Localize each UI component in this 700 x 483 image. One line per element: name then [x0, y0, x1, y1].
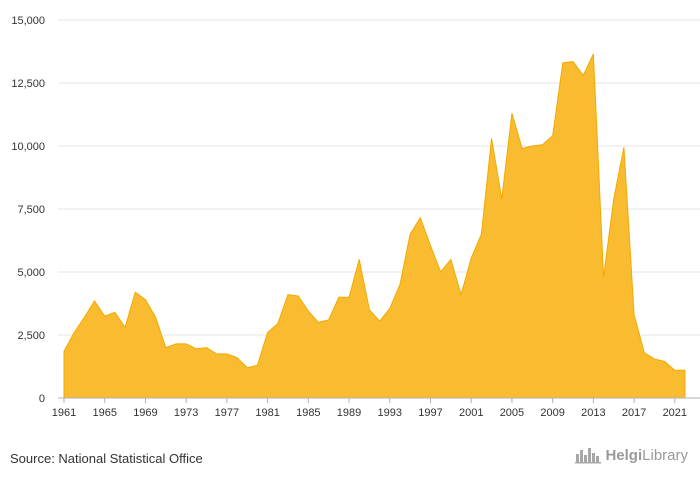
x-tick-label: 1993: [378, 407, 402, 419]
helgi-library-logo[interactable]: HelgiLibrary: [575, 446, 688, 464]
x-tick-label: 1965: [92, 407, 116, 419]
y-tick-label: 15,000: [11, 15, 45, 27]
x-tick-label: 1977: [215, 407, 239, 419]
y-tick-label: 10,000: [11, 141, 45, 153]
x-tick-label: 2001: [459, 407, 483, 419]
x-tick-label: 1997: [418, 407, 442, 419]
y-tick-label: 7,500: [17, 204, 45, 216]
series-area: [63, 53, 686, 399]
x-tick-label: 1981: [255, 407, 279, 419]
city-skyline-icon: [575, 448, 602, 464]
y-axis: 0 2,500 5,000 7,500 10,000 12,500 15,000: [11, 15, 45, 405]
x-tick-label: 1973: [174, 407, 198, 419]
x-tick-label: 1985: [296, 407, 320, 419]
y-tick-label: 12,500: [11, 78, 45, 90]
x-tick-label: 2005: [500, 407, 524, 419]
y-tick-label: 2,500: [17, 330, 45, 342]
x-tick-label: 2009: [540, 407, 564, 419]
x-tick-label: 1961: [52, 407, 76, 419]
x-tick-label: 2017: [622, 407, 646, 419]
x-axis: 1961 1965 1969 1973 1977 1981 1985 1989 1993 1997…: [52, 398, 687, 419]
x-tick-label: 2021: [663, 407, 687, 419]
logo-text-regular: Library: [642, 446, 688, 464]
x-tick-label: 2013: [581, 407, 605, 419]
y-tick-label: 5,000: [17, 267, 45, 279]
x-tick-label: 1989: [337, 407, 361, 419]
source-note: Source: National Statistical Office: [10, 451, 203, 466]
y-tick-label: 0: [39, 393, 45, 405]
x-tick-label: 1969: [133, 407, 157, 419]
logo-text-bold: Helgi: [605, 446, 643, 464]
